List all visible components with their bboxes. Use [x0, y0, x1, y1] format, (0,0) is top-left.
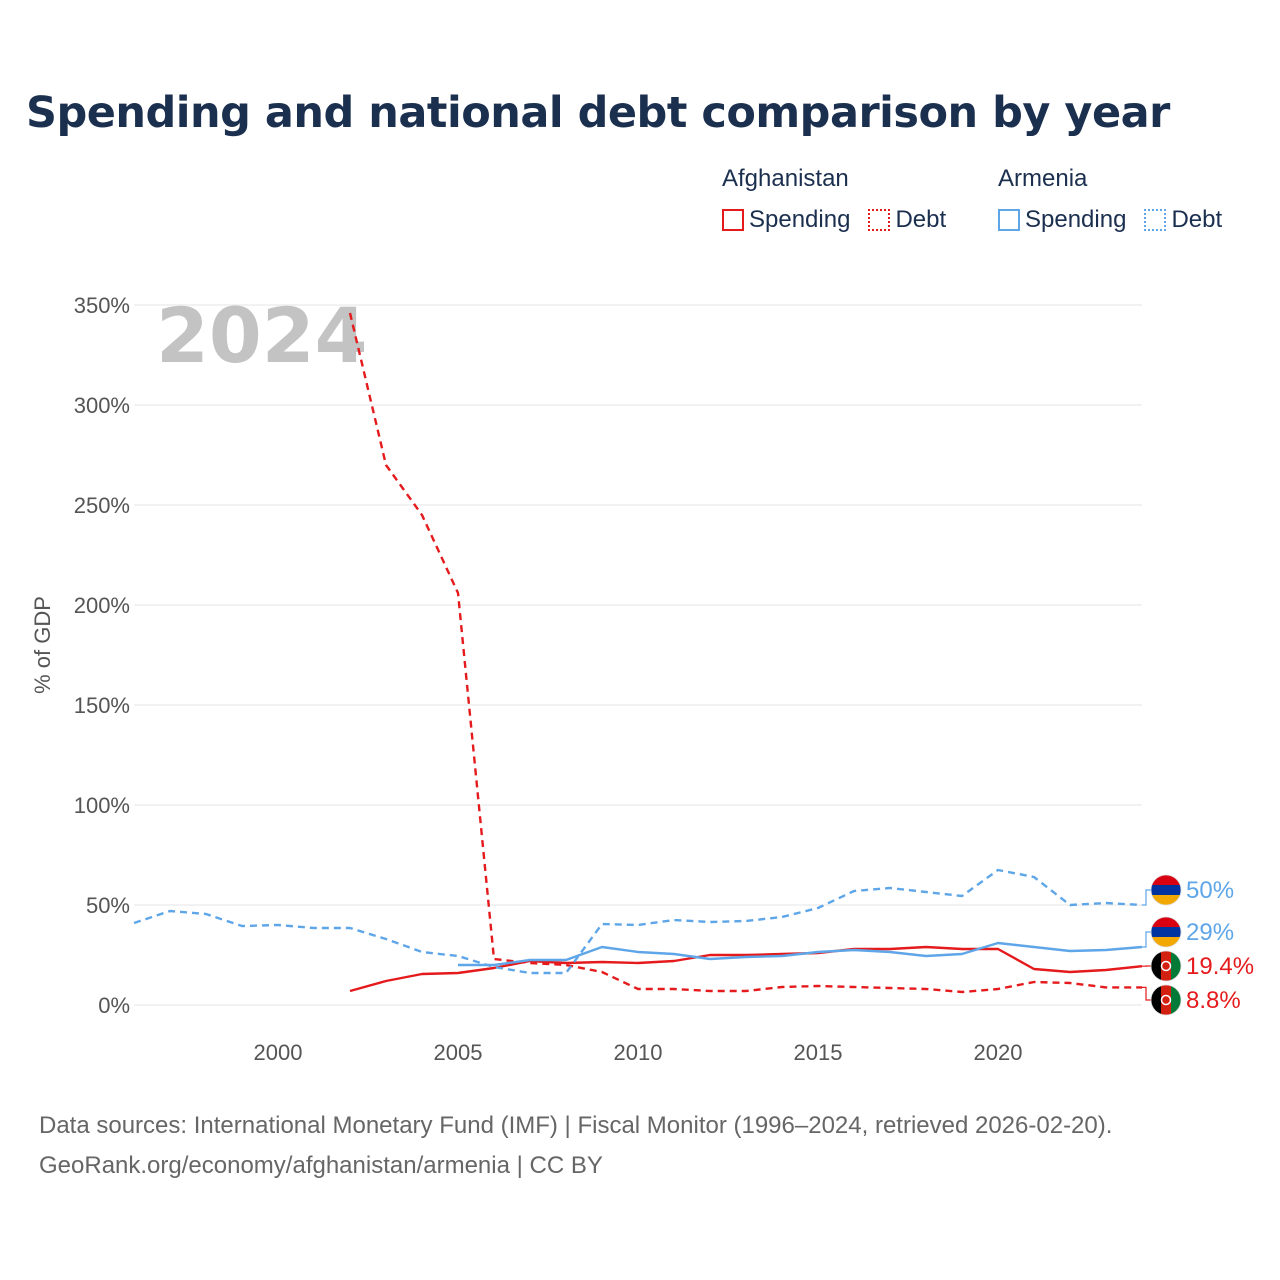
y-tick-label: 350%: [74, 293, 130, 318]
x-tick-label: 2020: [974, 1040, 1023, 1065]
end-label-connector: [1142, 931, 1154, 948]
y-tick-label: 50%: [86, 893, 130, 918]
armenia-flag-icon: [1150, 916, 1182, 948]
end-label-afghanistan-debt: 8.8%: [1186, 987, 1241, 1014]
legend-label: Debt: [1171, 206, 1223, 233]
y-axis-label: % of GDP: [30, 596, 55, 694]
legend-label: Spending: [749, 206, 851, 233]
legend-country-armenia: Armenia: [998, 165, 1088, 192]
armenia-flag-icon: [1150, 874, 1182, 906]
legend-item-afghanistan-spending[interactable]: Spending: [722, 206, 850, 234]
x-tick-label: 2010: [614, 1040, 663, 1065]
legend-group-armenia: Armenia Spending Debt: [998, 164, 1222, 234]
series-line-afghanistan-spending[interactable]: [349, 945, 1143, 993]
attribution-link[interactable]: GeoRank.org/economy/afghanistan/armenia …: [39, 1152, 603, 1179]
end-label-connector: [1142, 889, 1154, 906]
chart-title: Spending and national debt comparison by…: [26, 88, 1170, 138]
series-line-afghanistan-debt[interactable]: [348, 312, 1142, 994]
afghanistan-flag-icon: [1150, 984, 1182, 1016]
y-tick-label: 150%: [74, 693, 130, 718]
data-source-note: Data sources: International Monetary Fun…: [39, 1112, 1113, 1139]
y-tick-label: 250%: [74, 493, 130, 518]
legend-swatch-solid-icon: [722, 209, 744, 231]
series-lines: [133, 312, 1143, 994]
y-tick-label: 200%: [74, 593, 130, 618]
y-tick-label: 300%: [74, 393, 130, 418]
footer: Data sources: International Monetary Fun…: [39, 1106, 1112, 1186]
legend-country-afghanistan: Afghanistan: [722, 165, 849, 192]
legend-item-armenia-debt[interactable]: Debt: [1144, 206, 1222, 234]
y-tick-label: 0%: [98, 993, 130, 1018]
legend-item-armenia-spending[interactable]: Spending: [998, 206, 1126, 234]
y-tick-label: 100%: [74, 793, 130, 818]
series-line-armenia-debt[interactable]: [133, 868, 1143, 975]
legend-swatch-solid-icon: [998, 209, 1020, 231]
legend-item-afghanistan-debt[interactable]: Debt: [868, 206, 946, 234]
end-label-armenia-debt: 50%: [1186, 877, 1234, 904]
x-tick-label: 2000: [254, 1040, 303, 1065]
end-label-armenia-spending: 29%: [1186, 919, 1234, 946]
series-line-armenia-spending[interactable]: [458, 941, 1143, 967]
legend-swatch-dotted-icon: [1144, 209, 1167, 231]
afghanistan-flag-icon: [1150, 950, 1182, 982]
end-label-connector: [1142, 986, 1154, 1001]
legend-label: Debt: [895, 206, 947, 233]
line-chart: 0%50%100%150%200%250%300%350% 2000 2005 20…: [30, 291, 1254, 1065]
legend-group-afghanistan: Afghanistan Spending Debt: [722, 164, 946, 234]
end-labels: 50% 29% 19.4% 8.8%: [1142, 874, 1254, 1016]
y-axis-ticks: 0% 50% 100% 150% 200% 250% 300% 350%: [74, 293, 130, 1018]
gridlines: [134, 304, 1142, 1006]
x-tick-label: 2015: [794, 1040, 843, 1065]
x-axis-ticks: 2000 2005 2010 2015 2020: [254, 1040, 1023, 1065]
year-watermark: 2024: [156, 291, 368, 380]
x-tick-label: 2005: [434, 1040, 483, 1065]
legend-label: Spending: [1025, 206, 1127, 233]
legend-swatch-dotted-icon: [868, 209, 891, 231]
end-label-afghanistan-spending: 19.4%: [1186, 953, 1254, 980]
